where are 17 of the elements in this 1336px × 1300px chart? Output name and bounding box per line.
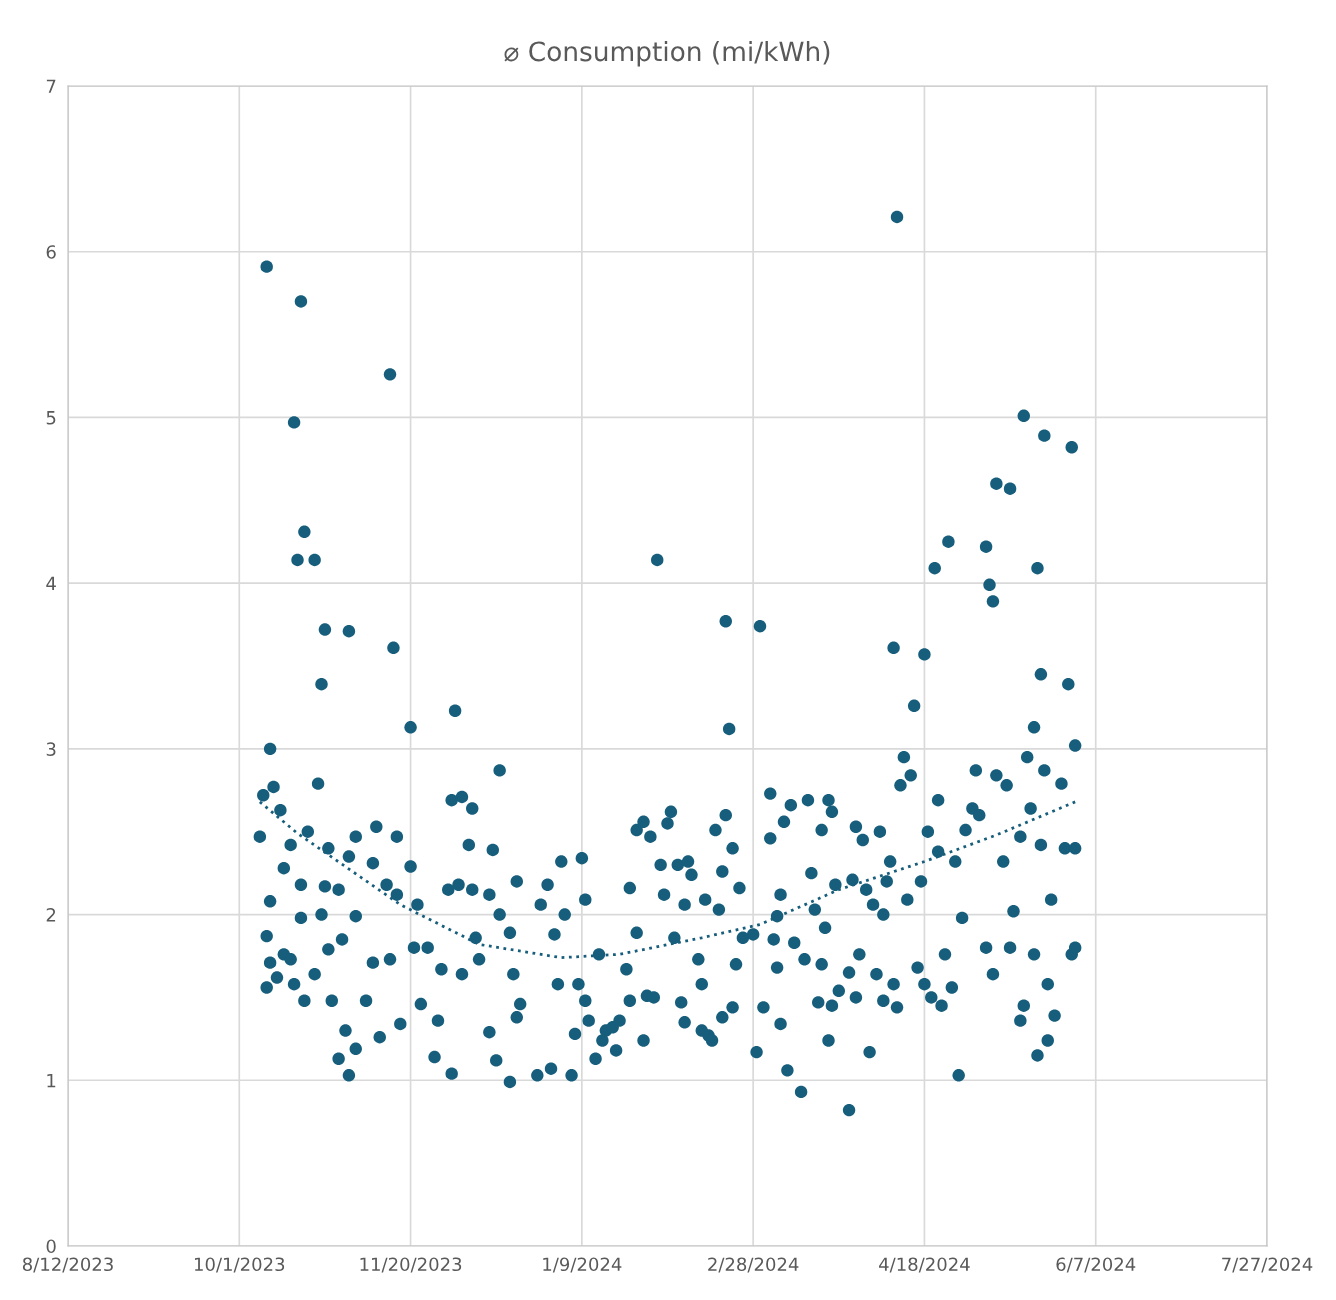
x-tick-label: 11/20/2023 (360, 1257, 462, 1273)
y-tick-label: 1 (47, 1073, 56, 1088)
y-tick-label: 6 (46, 245, 56, 259)
x-tick-label: 1/9/2024 (543, 1257, 622, 1273)
y-tick-label: 0 (46, 1239, 56, 1254)
x-tick-label: 2/28/2024 (708, 1257, 799, 1273)
y-tick-label: 3 (46, 742, 56, 756)
chart-title: ⌀ Consumption (mi/kWh) (504, 40, 830, 67)
y-tick-label: 7 (46, 79, 56, 93)
x-tick-label: 4/18/2024 (879, 1257, 970, 1273)
y-tick-label: 2 (46, 908, 56, 922)
y-tick-label: 4 (46, 576, 56, 590)
x-tick-label: 6/7/2024 (1056, 1257, 1136, 1273)
x-tick-label: 7/27/2024 (1222, 1257, 1313, 1273)
x-tick-label: 8/12/2023 (22, 1257, 113, 1273)
y-tick-label: 5 (46, 411, 56, 425)
x-tick-label: 10/1/2023 (194, 1257, 285, 1273)
